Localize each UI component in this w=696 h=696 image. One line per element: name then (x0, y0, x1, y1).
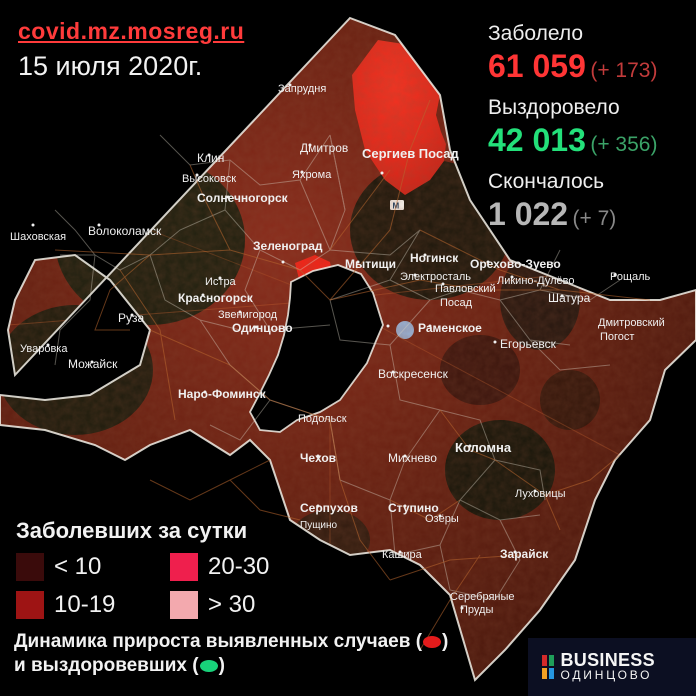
svg-text:Одинцово: Одинцово (232, 321, 293, 335)
svg-text:Ногинск: Ногинск (410, 251, 459, 265)
svg-text:Руза: Руза (118, 311, 145, 325)
svg-text:Ликино-Дулёво: Ликино-Дулёво (497, 275, 575, 287)
svg-text:Зеленоград: Зеленоград (253, 239, 323, 253)
svg-text:Красногорск: Красногорск (178, 291, 254, 305)
svg-text:Рощаль: Рощаль (610, 271, 651, 283)
svg-text:Шаховская: Шаховская (10, 231, 66, 243)
svg-text:Серпухов: Серпухов (300, 501, 358, 515)
svg-text:Егорьевск: Егорьевск (500, 337, 557, 351)
svg-text:Коломна: Коломна (455, 440, 512, 455)
svg-text:Озёры: Озёры (425, 513, 459, 525)
svg-text:Звенигород: Звенигород (218, 309, 278, 321)
svg-text:Сергиев Посад: Сергиев Посад (362, 146, 460, 161)
svg-text:Кашира: Кашира (382, 549, 423, 561)
svg-text:Клин: Клин (197, 151, 224, 165)
svg-text:Михнево: Михнево (388, 451, 437, 465)
svg-text:Посад: Посад (440, 297, 473, 309)
svg-text:Пруды: Пруды (460, 604, 493, 616)
svg-text:Чехов: Чехов (300, 451, 336, 465)
svg-text:Можайск: Можайск (68, 357, 118, 371)
svg-text:Уваровка: Уваровка (20, 343, 68, 355)
svg-text:Зарайск: Зарайск (500, 547, 549, 561)
svg-text:Запрудня: Запрудня (278, 83, 326, 95)
svg-text:Дмитров: Дмитров (300, 141, 348, 155)
svg-text:Раменское: Раменское (418, 321, 482, 335)
svg-text:Яхрома: Яхрома (292, 169, 332, 181)
svg-text:Наро-Фоминск: Наро-Фоминск (178, 387, 267, 401)
svg-text:Серебряные: Серебряные (450, 591, 515, 603)
svg-text:Мытищи: Мытищи (345, 257, 396, 271)
svg-text:Дмитровский: Дмитровский (598, 317, 665, 329)
svg-text:Шатура: Шатура (548, 291, 591, 305)
svg-text:Пущино: Пущино (300, 520, 338, 531)
svg-text:Подольск: Подольск (298, 413, 347, 425)
svg-text:Орехово-Зуево: Орехово-Зуево (470, 257, 561, 271)
svg-text:Электросталь: Электросталь (400, 271, 471, 283)
svg-text:Луховицы: Луховицы (515, 488, 566, 500)
svg-text:Погост: Погост (600, 331, 634, 343)
svg-text:Высоковск: Высоковск (182, 173, 236, 185)
svg-text:Солнечногорск: Солнечногорск (197, 191, 289, 205)
svg-text:Воскресенск: Воскресенск (378, 367, 449, 381)
